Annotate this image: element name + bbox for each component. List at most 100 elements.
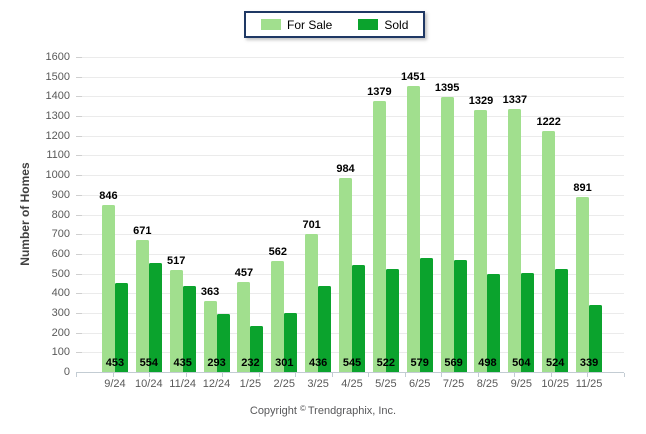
copyright: Copyright © Trendgraphix, Inc. [0,404,646,417]
bar-for-sale [339,178,352,372]
bar-for-sale [542,131,556,372]
x-axis-tick [222,373,224,377]
y-axis-tick [76,96,82,98]
bar-sold [182,286,196,372]
bar-for-sale [169,270,183,372]
legend-item-sold: Sold [358,18,408,32]
bar-for-sale [305,234,319,372]
x-axis-tick [76,373,77,377]
for-sale-value-label: 701 [302,219,321,231]
x-axis-tick [441,373,443,377]
x-axis-tick [514,373,516,377]
y-tick-label: 100 [51,346,70,359]
y-axis-tick [76,234,82,236]
for-sale-value-label: 457 [234,267,254,280]
x-axis-tick [258,373,260,377]
y-tick-label: 1300 [45,110,70,123]
for-sale-value-label: 363 [200,285,220,298]
y-tick-label: 900 [51,188,70,201]
y-axis-tick [76,76,82,78]
x-tick-label: 5/25 [375,378,397,390]
x-tick-label: 4/25 [341,378,363,390]
y-axis-tick [76,352,82,354]
x-tick-label: 8/25 [476,378,499,390]
bar-for-sale [474,110,488,372]
bar-sold [148,262,162,372]
y-tick-label: 1000 [45,169,70,182]
bar-sold [521,272,535,372]
sold-value-label: 301 [275,357,294,369]
y-tick-label: 400 [51,287,70,300]
y-axis-tick [76,332,82,334]
copyright-symbol: © [299,404,306,413]
x-tick-label: 12/24 [202,378,231,390]
y-axis-tick [76,116,82,118]
y-tick-label: 1500 [45,70,70,83]
x-axis-tick [331,373,333,377]
x-axis-tick [477,373,479,377]
sold-value-label: 436 [308,357,328,369]
y-axis-tick [76,155,82,157]
sold-value-label: 554 [139,357,158,369]
sold-value-label: 498 [478,357,497,369]
y-axis-tick [76,273,82,275]
gridline [76,175,624,177]
gridline [76,76,624,78]
y-tick-label: 300 [51,306,70,319]
x-tick-label: 1/25 [239,378,262,390]
copyright-prefix: Copyright [249,405,297,417]
y-axis-tick [76,214,82,216]
bar-sold [284,312,298,372]
legend-item-for-sale: For Sale [261,18,332,32]
for-sale-value-label: 1395 [434,82,460,95]
bar-sold [589,305,603,372]
y-tick-label: 500 [51,267,70,280]
y-axis-tick [76,312,82,314]
bar-sold [318,286,332,372]
x-axis-tick [587,373,589,377]
gridline [76,155,624,157]
x-axis-tick [185,373,187,377]
x-tick-label: 10/25 [541,378,569,390]
bar-for-sale [508,108,522,372]
for-sale-value-label: 517 [166,255,186,268]
bar-sold [216,314,230,372]
for-sale-legend-label: For Sale [287,17,333,32]
x-axis-tick [368,373,370,377]
sold-value-label: 435 [173,357,192,369]
x-tick-label: 11/25 [575,378,603,390]
gridline [76,96,624,98]
for-sale-value-label: 891 [573,181,592,194]
y-tick-label: 800 [51,208,70,221]
sold-value-label: 569 [444,357,463,369]
y-tick-label: 1400 [45,90,70,103]
for-sale-value-label: 1222 [536,116,561,129]
sold-value-label: 524 [546,357,565,369]
x-axis-tick [112,373,114,377]
bar-sold [250,326,264,372]
bar-for-sale [135,239,149,372]
x-tick-label: 3/25 [307,378,329,390]
y-tick-label: 700 [51,228,70,241]
sold-value-label: 522 [376,357,396,369]
for-sale-value-label: 984 [336,163,355,176]
y-tick-label: 1100 [46,149,70,162]
gridline [76,116,624,118]
gridline [76,135,624,137]
sold-value-label: 232 [241,357,260,369]
x-axis-tick [624,373,625,377]
x-tick-label: 7/25 [442,378,465,390]
sold-value-label: 453 [105,357,125,369]
bar-for-sale [372,100,386,372]
y-tick-label: 1600 [45,51,70,63]
bar-for-sale [237,282,251,372]
sold-value-label: 579 [410,357,429,369]
sold-value-label: 504 [512,357,531,369]
y-axis-tick [76,135,82,137]
x-tick-label: 6/25 [409,378,431,390]
x-tick-label: 9/24 [104,378,126,390]
bar-sold [419,258,433,372]
gridline [76,57,624,58]
x-axis-tick [404,373,406,377]
bar-sold [555,268,569,372]
